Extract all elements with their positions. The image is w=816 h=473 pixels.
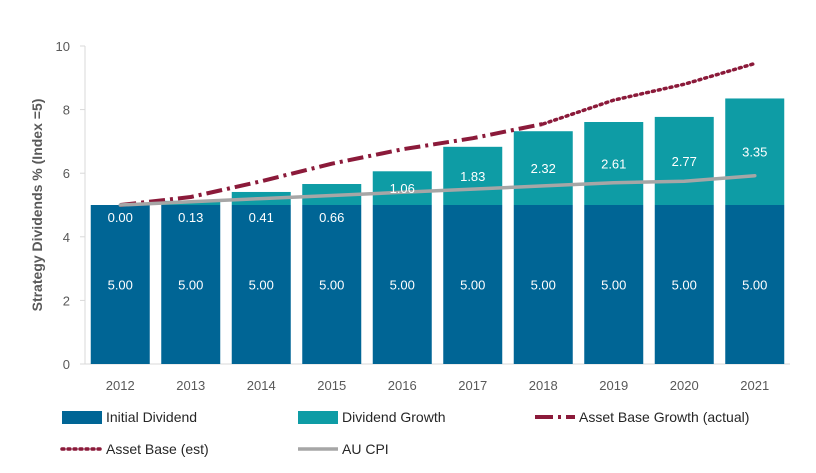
bar-segment <box>90 205 150 364</box>
data-label: 0.41 <box>249 210 274 225</box>
bar-segment <box>654 116 714 205</box>
legend-swatch <box>298 411 338 424</box>
bar-segment <box>443 205 503 364</box>
data-label: 5.00 <box>319 278 344 293</box>
bar-segment <box>725 205 785 364</box>
data-label: 5.00 <box>742 278 767 293</box>
y-tick-label: 8 <box>63 103 70 118</box>
series-line <box>120 121 544 207</box>
bar-segment <box>584 122 644 205</box>
data-label: 5.00 <box>108 278 133 293</box>
bar-segment <box>372 171 432 205</box>
x-tick-label: 2018 <box>529 378 558 393</box>
series-line <box>118 173 757 207</box>
y-axis-title: Strategy Dividends % (Index =5) <box>29 99 45 312</box>
x-tick-label: 2020 <box>670 378 699 393</box>
bar-segment <box>513 131 573 205</box>
data-label: 0.66 <box>319 210 344 225</box>
series-line <box>541 61 757 126</box>
data-label: 5.00 <box>249 278 274 293</box>
bar-segment <box>231 205 291 364</box>
legend-label: Asset Base Growth (actual) <box>579 409 749 425</box>
x-tick-label: 2013 <box>176 378 205 393</box>
y-tick-label: 0 <box>63 357 70 372</box>
y-tick-label: 4 <box>63 230 70 245</box>
bar-segment <box>443 146 503 205</box>
data-label: 5.00 <box>601 278 626 293</box>
y-tick-label: 10 <box>56 39 70 54</box>
x-tick-label: 2017 <box>458 378 487 393</box>
x-tick-label: 2019 <box>599 378 628 393</box>
data-label: 5.00 <box>672 278 697 293</box>
legend-label: Asset Base (est) <box>106 441 209 457</box>
data-label: 1.06 <box>390 181 415 196</box>
bar-segment <box>584 205 644 364</box>
data-label: 2.61 <box>601 157 626 172</box>
bar-segment <box>302 205 362 364</box>
data-label: 2.77 <box>672 154 697 169</box>
data-label: 2.32 <box>531 161 556 176</box>
y-tick-label: 2 <box>63 293 70 308</box>
legend-swatch <box>62 411 102 424</box>
bar-segment <box>372 205 432 364</box>
y-tick-label: 6 <box>63 166 70 181</box>
x-tick-label: 2015 <box>317 378 346 393</box>
x-tick-label: 2016 <box>388 378 417 393</box>
x-tick-label: 2021 <box>740 378 769 393</box>
x-tick-label: 2014 <box>247 378 276 393</box>
bar-segment <box>161 205 221 364</box>
data-label: 0.00 <box>108 210 133 225</box>
data-label: 5.00 <box>390 278 415 293</box>
bar-segment <box>654 205 714 364</box>
data-label: 0.13 <box>178 210 203 225</box>
bar-segment <box>725 98 785 205</box>
bar-layer <box>90 98 785 364</box>
line-layer <box>118 61 757 207</box>
x-tick-label: 2012 <box>106 378 135 393</box>
legend-label: Initial Dividend <box>106 409 197 425</box>
data-label: 5.00 <box>178 278 203 293</box>
legend-label: Dividend Growth <box>342 409 446 425</box>
bar-segment <box>513 205 573 364</box>
label-layer: 5.00 0.00 5.00 0.13 5.00 0.41 5.00 0.66 5.00 1.06… <box>108 145 768 293</box>
data-label: 1.83 <box>460 169 485 184</box>
data-label: 5.00 <box>460 278 485 293</box>
data-label: 5.00 <box>531 278 556 293</box>
legend: Initial Dividend Dividend Growth Asset Bas… <box>60 409 749 457</box>
data-label: 3.35 <box>742 145 767 160</box>
legend-label: AU CPI <box>342 441 389 457</box>
